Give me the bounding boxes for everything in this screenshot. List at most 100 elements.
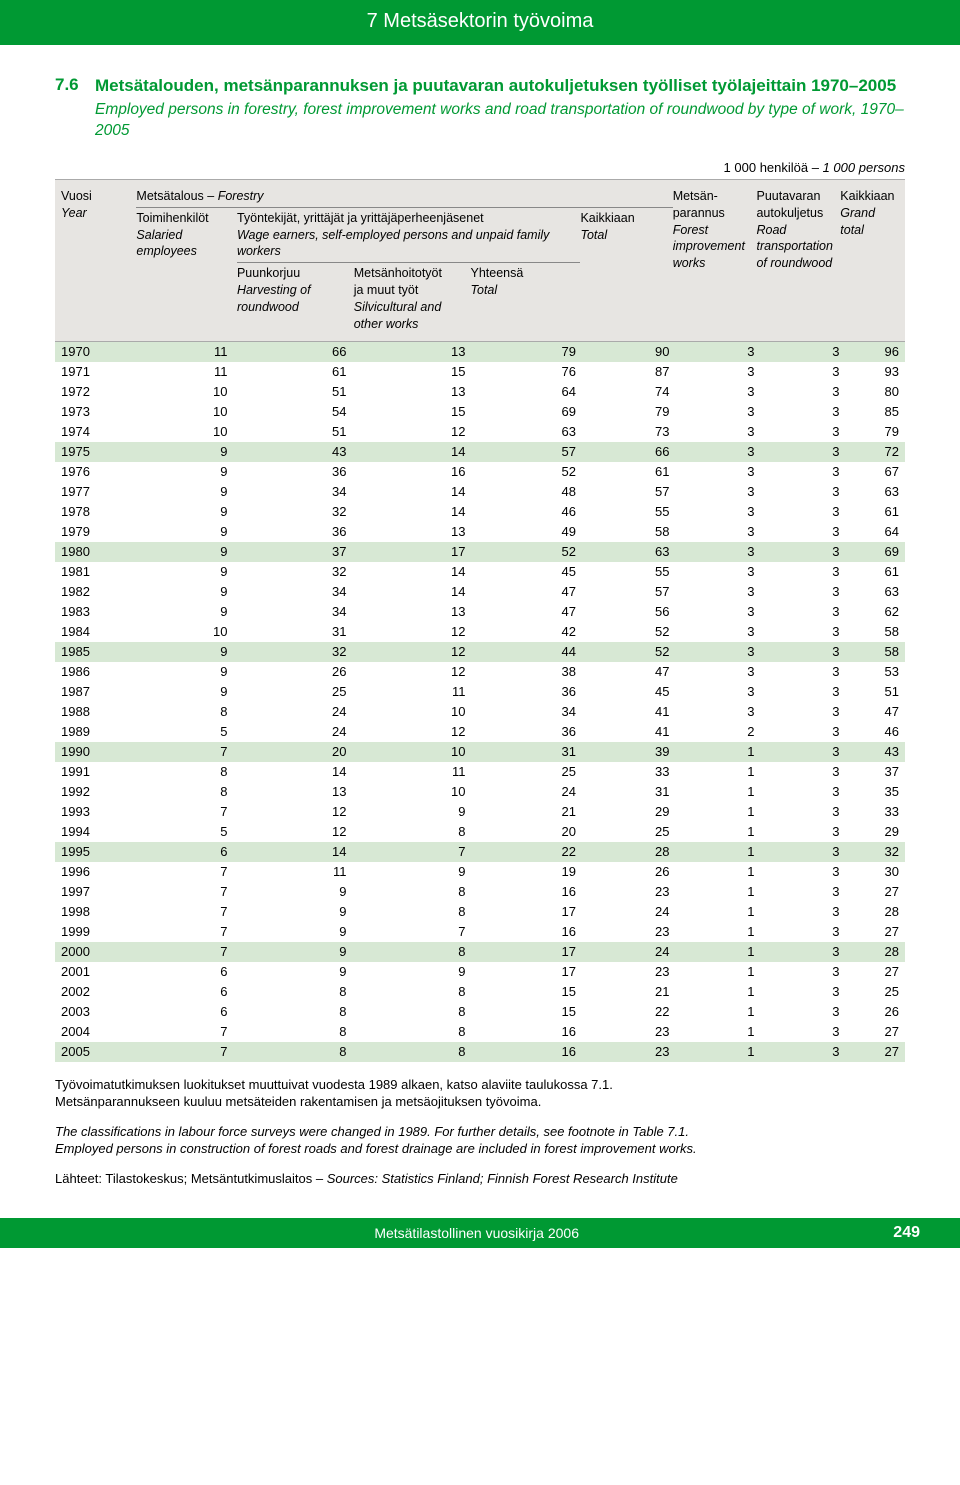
table-row: 19779341448573363 [55, 482, 905, 502]
hdr-forestry-fi: Metsätalous – [136, 189, 214, 203]
table-cell: 3 [761, 782, 846, 802]
title-block: 7.6 Metsätalouden, metsänparannuksen ja … [55, 75, 905, 142]
table-cell: 11 [353, 762, 472, 782]
table-cell: 2003 [55, 1002, 132, 1022]
h-c7d: improvement [673, 239, 745, 253]
table-cell: 1992 [55, 782, 132, 802]
table-row: 19819321445553361 [55, 562, 905, 582]
table-cell: 7 [132, 862, 234, 882]
table-row: 197310541569793385 [55, 402, 905, 422]
table-row: 1994512820251329 [55, 822, 905, 842]
table-cell: 1 [676, 862, 761, 882]
table-cell: 1 [676, 742, 761, 762]
table-row: 19918141125331337 [55, 762, 905, 782]
h-c3b: Harvesting of [237, 283, 311, 297]
table-cell: 51 [846, 682, 906, 702]
table-cell: 7 [132, 902, 234, 922]
table-cell: 24 [234, 702, 353, 722]
table-cell: 16 [353, 462, 472, 482]
table-cell: 69 [472, 402, 583, 422]
h-c7c: Forest [673, 223, 708, 237]
table-cell: 1981 [55, 562, 132, 582]
table-row: 199979716231327 [55, 922, 905, 942]
title-number: 7.6 [55, 75, 95, 142]
table-cell: 13 [353, 342, 472, 362]
table-cell: 3 [761, 1042, 846, 1062]
table-cell: 52 [582, 622, 676, 642]
h-c9b: Grand [840, 206, 875, 220]
table-cell: 3 [761, 622, 846, 642]
table-cell: 1984 [55, 622, 132, 642]
table-cell: 54 [234, 402, 353, 422]
table-cell: 3 [761, 822, 846, 842]
table-cell: 1973 [55, 402, 132, 422]
table-cell: 1971 [55, 362, 132, 382]
table-cell: 2001 [55, 962, 132, 982]
table-cell: 2000 [55, 942, 132, 962]
table-row: 19829341447573363 [55, 582, 905, 602]
table-cell: 7 [353, 922, 472, 942]
table-row: 200169917231327 [55, 962, 905, 982]
table-cell: 1982 [55, 582, 132, 602]
table-cell: 3 [761, 562, 846, 582]
unit-en: 1 000 persons [823, 160, 905, 175]
table-cell: 76 [472, 362, 583, 382]
table-cell: 46 [846, 722, 906, 742]
table-cell: 62 [846, 602, 906, 622]
h-c7a: Metsän- [673, 189, 718, 203]
table-cell: 30 [846, 862, 906, 882]
table-cell: 10 [353, 702, 472, 722]
table-cell: 9 [132, 502, 234, 522]
table-cell: 3 [676, 702, 761, 722]
table-cell: 3 [676, 682, 761, 702]
table-cell: 34 [234, 602, 353, 622]
table-cell: 79 [582, 402, 676, 422]
table-cell: 90 [582, 342, 676, 362]
table-cell: 28 [846, 942, 906, 962]
hdr-forestry-en: Forestry [218, 189, 264, 203]
footer-center: Metsätilastollinen vuosikirja 2006 [60, 1225, 893, 1241]
table-cell: 3 [676, 542, 761, 562]
table-cell: 15 [472, 1002, 583, 1022]
table-cell: 17 [472, 902, 583, 922]
table-cell: 9 [132, 482, 234, 502]
note-5b: Sources: Statistics Finland; Finnish For… [327, 1171, 678, 1186]
table-cell: 31 [472, 742, 583, 762]
table-cell: 9 [234, 922, 353, 942]
table-cell: 2005 [55, 1042, 132, 1062]
table-cell: 37 [234, 542, 353, 562]
table-cell: 34 [234, 482, 353, 502]
table-cell: 3 [761, 422, 846, 442]
hdr-road: Puutavaran autokuljetus Road transportat… [756, 188, 840, 333]
table-cell: 9 [132, 442, 234, 462]
table-cell: 25 [472, 762, 583, 782]
table-cell: 8 [132, 762, 234, 782]
table-cell: 17 [472, 962, 583, 982]
table-cell: 3 [676, 442, 761, 462]
table-cell: 15 [353, 362, 472, 382]
table-cell: 6 [132, 1002, 234, 1022]
table-cell: 3 [676, 342, 761, 362]
table-cell: 45 [582, 682, 676, 702]
table-cell: 3 [761, 722, 846, 742]
table-cell: 43 [234, 442, 353, 462]
table-cell: 1 [676, 802, 761, 822]
hdr-harvest: Puunkorjuu Harvesting of roundwood [237, 265, 354, 333]
unit-line: 1 000 henkilöä – 1 000 persons [55, 160, 905, 175]
h-c8c: Road [756, 223, 786, 237]
table-cell: 69 [846, 542, 906, 562]
table-cell: 73 [582, 422, 676, 442]
table-cell: 3 [761, 1022, 846, 1042]
table-cell: 5 [132, 722, 234, 742]
hdr-silvi: Metsänhoitotyöt ja muut työt Silvicultur… [354, 265, 471, 333]
h-c4c: Silvicultural and [354, 300, 442, 314]
table-cell: 31 [582, 782, 676, 802]
table-row: 1996711919261330 [55, 862, 905, 882]
h-c4a: Metsänhoitotyöt [354, 266, 442, 280]
table-row: 198410311242523358 [55, 622, 905, 642]
table-cell: 24 [582, 902, 676, 922]
table-cell: 9 [132, 562, 234, 582]
table-cell: 20 [472, 822, 583, 842]
table-cell: 42 [472, 622, 583, 642]
table-cell: 7 [132, 942, 234, 962]
